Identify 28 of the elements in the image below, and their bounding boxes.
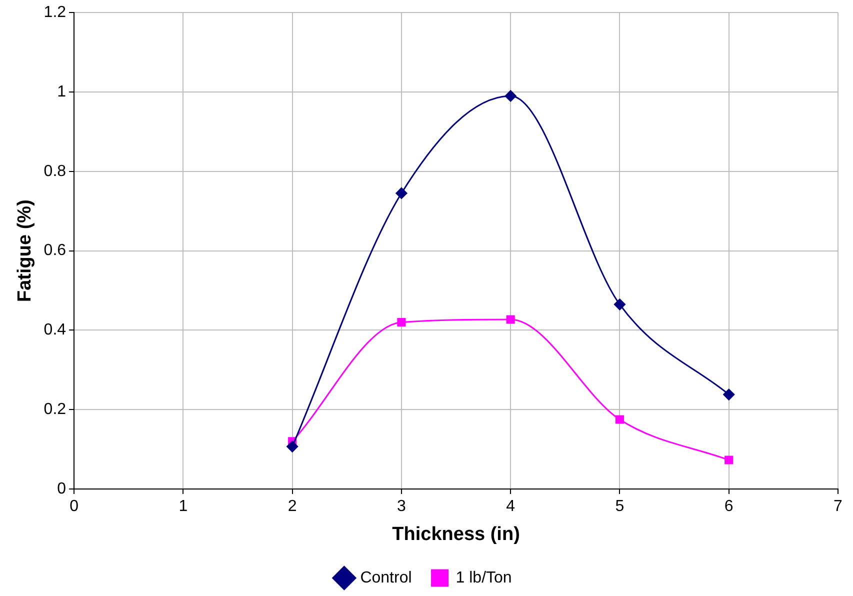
x-tick-label: 3 (397, 498, 406, 516)
x-tick-label: 1 (178, 498, 188, 516)
x-tick-label: 5 (615, 498, 624, 516)
point (724, 456, 734, 464)
point (615, 415, 624, 424)
y-tick-label: 1 (57, 83, 66, 100)
y-tick-label: 0.8 (44, 162, 66, 180)
point (506, 315, 515, 324)
x-axis-title: Thickness (in) (392, 524, 520, 545)
point (614, 298, 626, 310)
y-axis-title: Fatigue (%) (14, 200, 36, 302)
x-tick-label: 2 (288, 498, 297, 516)
point (504, 90, 516, 102)
x-tick-label: 7 (834, 498, 843, 516)
x-tick-label: 0 (70, 498, 79, 516)
point (286, 440, 298, 452)
y-tick-label: 0.4 (44, 322, 66, 339)
x-tick-label: 6 (724, 498, 734, 516)
point (723, 388, 735, 400)
y-tick-label: 1.2 (44, 4, 66, 22)
point (396, 187, 408, 199)
y-tick-label: 0.2 (44, 401, 66, 418)
y-tick-label: 0 (57, 480, 66, 498)
legend-label: 1 lb/Ton (456, 569, 512, 586)
point (397, 318, 406, 327)
x-tick-label: 4 (506, 498, 516, 516)
y-tick-label: 0.6 (44, 242, 66, 260)
legend-label: Control (360, 569, 412, 586)
